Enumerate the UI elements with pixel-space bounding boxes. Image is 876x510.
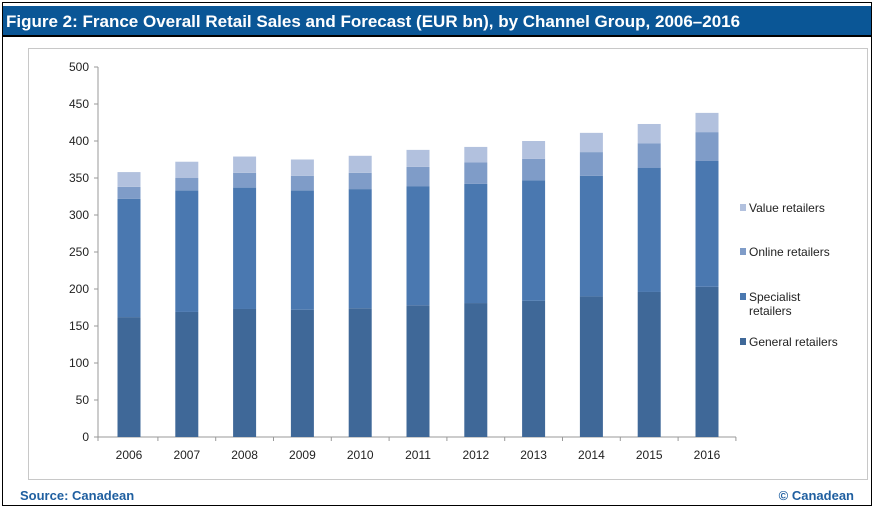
bar-segment-online-retailers [233, 172, 257, 188]
bar-segment-online-retailers [406, 166, 430, 187]
x-tick-label: 2016 [694, 448, 721, 462]
bar-segment-online-retailers [579, 152, 603, 176]
bar-segment-value-retailers [406, 149, 430, 167]
legend-label: General retailers [749, 335, 838, 349]
bar-segment-online-retailers [695, 132, 719, 161]
y-tick-label: 200 [69, 282, 89, 296]
x-tick-label: 2011 [405, 448, 431, 462]
bar-segment-specialist-retailers [290, 190, 314, 310]
x-tick-label: 2007 [173, 448, 200, 462]
legend-swatch [740, 248, 746, 255]
y-tick-label: 250 [69, 245, 89, 259]
bar-segment-online-retailers [637, 143, 661, 168]
bar-segment-value-retailers [579, 132, 603, 153]
legend-swatch [740, 338, 746, 345]
x-tick-label: 2014 [578, 448, 605, 462]
y-tick-label: 500 [69, 60, 89, 74]
bar-segment-online-retailers [522, 158, 546, 181]
x-tick-label: 2010 [347, 448, 374, 462]
y-tick-label: 0 [82, 430, 89, 444]
bar-segment-specialist-retailers [637, 167, 661, 292]
bar-segment-specialist-retailers [117, 198, 141, 318]
bar-segment-general-retailers [406, 305, 430, 437]
bar-segment-value-retailers [290, 159, 314, 176]
bar-segment-value-retailers [637, 123, 661, 144]
x-tick-label: 2013 [520, 448, 547, 462]
source-note: Source: Canadean [20, 488, 135, 503]
x-tick-label: 2009 [289, 448, 316, 462]
bar-segment-specialist-retailers [522, 180, 546, 301]
bar-segment-general-retailers [464, 303, 488, 437]
chart-area [28, 48, 868, 480]
bar-segment-specialist-retailers [406, 186, 430, 306]
bar-segment-value-retailers [695, 112, 719, 133]
bar-segment-value-retailers [117, 172, 141, 187]
x-tick-label: 2008 [231, 448, 258, 462]
bar-segment-general-retailers [348, 308, 372, 437]
y-tick-label: 150 [69, 319, 89, 333]
bar-segment-specialist-retailers [464, 183, 488, 304]
y-tick-label: 50 [76, 393, 90, 407]
bar-segment-specialist-retailers [579, 175, 603, 297]
legend-label: Value retailers [749, 201, 825, 215]
bar-segment-online-retailers [117, 186, 141, 199]
bar-segment-value-retailers [464, 146, 488, 163]
bar-segment-general-retailers [117, 317, 141, 437]
x-tick-label: 2015 [636, 448, 663, 462]
bar-segment-online-retailers [464, 162, 488, 184]
bar-segment-value-retailers [348, 155, 372, 173]
copyright-note: © Canadean [778, 488, 854, 503]
bar-segment-value-retailers [175, 161, 199, 178]
y-tick-label: 400 [69, 134, 89, 148]
bar-segment-general-retailers [637, 291, 661, 437]
y-tick-label: 300 [69, 208, 89, 222]
y-tick-label: 350 [69, 171, 89, 185]
bar-segment-value-retailers [522, 141, 546, 159]
figure-title: Figure 2: France Overall Retail Sales an… [3, 6, 871, 37]
bar-segment-general-retailers [579, 296, 603, 437]
y-tick-label: 450 [69, 97, 89, 111]
bar-segment-general-retailers [175, 311, 199, 437]
bar-segment-value-retailers [233, 156, 257, 173]
bar-segment-online-retailers [348, 172, 372, 190]
bar-segment-general-retailers [233, 308, 257, 437]
legend-swatch [740, 293, 746, 300]
legend-swatch [740, 204, 746, 211]
legend-label: Specialist retailers [749, 290, 801, 318]
legend-label: Online retailers [749, 245, 830, 259]
bar-segment-online-retailers [175, 178, 199, 191]
bar-segment-specialist-retailers [695, 160, 719, 287]
bar-segment-specialist-retailers [233, 187, 257, 309]
bar-segment-online-retailers [290, 175, 314, 191]
x-tick-label: 2006 [116, 448, 143, 462]
y-tick-label: 100 [69, 356, 89, 370]
x-tick-label: 2012 [462, 448, 489, 462]
bar-segment-general-retailers [695, 286, 719, 437]
bar-segment-specialist-retailers [348, 189, 372, 309]
bar-segment-general-retailers [522, 300, 546, 437]
bar-segment-specialist-retailers [175, 190, 199, 312]
bar-segment-general-retailers [290, 309, 314, 437]
